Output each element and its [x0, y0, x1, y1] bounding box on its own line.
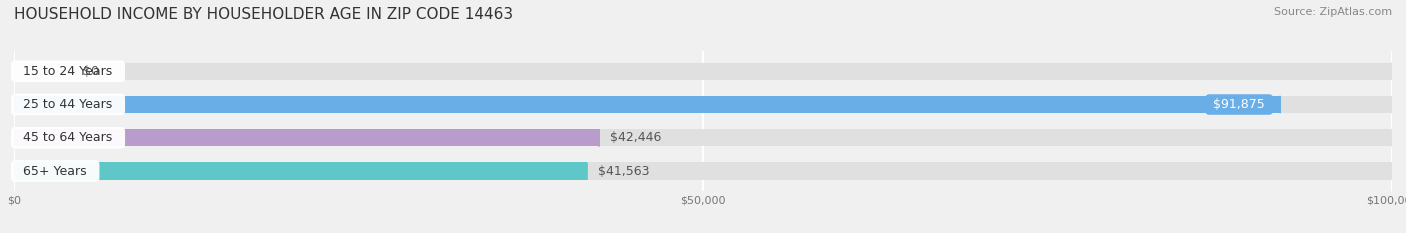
Text: $42,446: $42,446	[610, 131, 661, 144]
Text: 65+ Years: 65+ Years	[15, 164, 96, 178]
Text: 45 to 64 Years: 45 to 64 Years	[15, 131, 121, 144]
Bar	[14, 129, 599, 147]
Text: $0: $0	[83, 65, 98, 78]
Bar	[14, 96, 1279, 113]
Text: Source: ZipAtlas.com: Source: ZipAtlas.com	[1274, 7, 1392, 17]
Text: $41,563: $41,563	[598, 164, 650, 178]
Bar	[14, 129, 1392, 147]
Text: 25 to 44 Years: 25 to 44 Years	[15, 98, 121, 111]
Bar	[14, 162, 586, 180]
Text: $91,875: $91,875	[1209, 98, 1270, 111]
Bar	[14, 162, 1392, 180]
Text: HOUSEHOLD INCOME BY HOUSEHOLDER AGE IN ZIP CODE 14463: HOUSEHOLD INCOME BY HOUSEHOLDER AGE IN Z…	[14, 7, 513, 22]
Bar	[14, 63, 1392, 80]
Text: 15 to 24 Years: 15 to 24 Years	[15, 65, 121, 78]
Bar	[14, 96, 1392, 113]
